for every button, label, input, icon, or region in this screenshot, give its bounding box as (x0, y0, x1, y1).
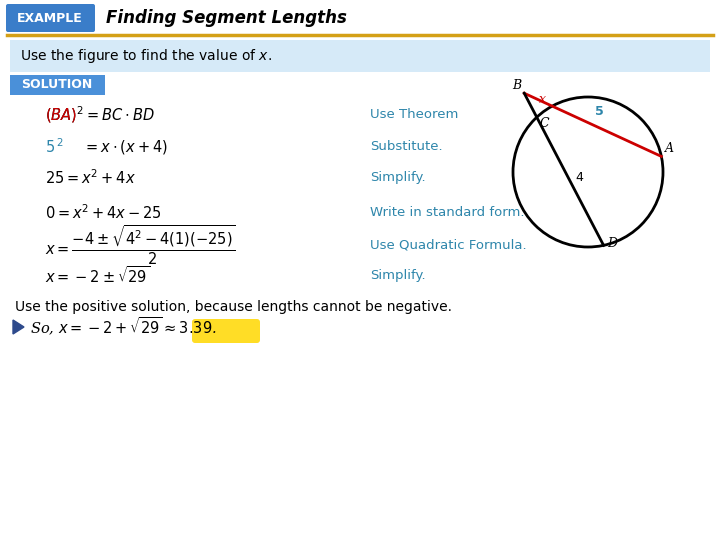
FancyBboxPatch shape (10, 40, 710, 72)
Text: Use the figure to find the value of $x$.: Use the figure to find the value of $x$. (20, 47, 272, 65)
Text: Simplify.: Simplify. (370, 172, 426, 185)
FancyBboxPatch shape (6, 4, 95, 32)
Polygon shape (13, 320, 24, 334)
Text: Use the positive solution, because lengths cannot be negative.: Use the positive solution, because lengt… (15, 300, 452, 314)
Text: EXAMPLE: EXAMPLE (17, 11, 83, 24)
Text: 4: 4 (575, 171, 583, 184)
Text: $(BA)$: $(BA)$ (45, 106, 77, 124)
Text: $5^{\,2}$: $5^{\,2}$ (45, 138, 63, 157)
Text: A: A (665, 143, 675, 156)
Text: $0 = x^2 + 4x - 25$: $0 = x^2 + 4x - 25$ (45, 204, 162, 222)
Text: $= x \cdot (x + 4)$: $= x \cdot (x + 4)$ (83, 138, 168, 156)
Text: B: B (512, 79, 521, 92)
Text: $25 = x^2 + 4x$: $25 = x^2 + 4x$ (45, 168, 136, 187)
Text: Simplify.: Simplify. (370, 268, 426, 281)
Text: SOLUTION: SOLUTION (22, 78, 93, 91)
FancyBboxPatch shape (10, 75, 105, 95)
Text: Substitute.: Substitute. (370, 140, 443, 153)
Text: D: D (608, 238, 618, 251)
Text: $x = \dfrac{-4 \pm \sqrt{4^2 - 4(1)(-25)}}{2}$: $x = \dfrac{-4 \pm \sqrt{4^2 - 4(1)(-25)… (45, 223, 235, 267)
Text: $x = -2 \pm \sqrt{29}$: $x = -2 \pm \sqrt{29}$ (45, 265, 150, 286)
Text: Use Quadratic Formula.: Use Quadratic Formula. (370, 239, 526, 252)
Text: Finding Segment Lengths: Finding Segment Lengths (106, 9, 347, 27)
Text: $(BA)^2 = BC \cdot BD$: $(BA)^2 = BC \cdot BD$ (45, 105, 155, 125)
Text: C: C (540, 117, 549, 130)
Text: Use Theorem: Use Theorem (370, 109, 459, 122)
FancyBboxPatch shape (192, 319, 260, 343)
Text: Write in standard form.: Write in standard form. (370, 206, 524, 219)
Text: So, $x = -2 + \sqrt{29} \approx 3.39$.: So, $x = -2 + \sqrt{29} \approx 3.39$. (30, 316, 217, 338)
Text: 5: 5 (595, 105, 603, 118)
Text: x: x (539, 93, 546, 106)
